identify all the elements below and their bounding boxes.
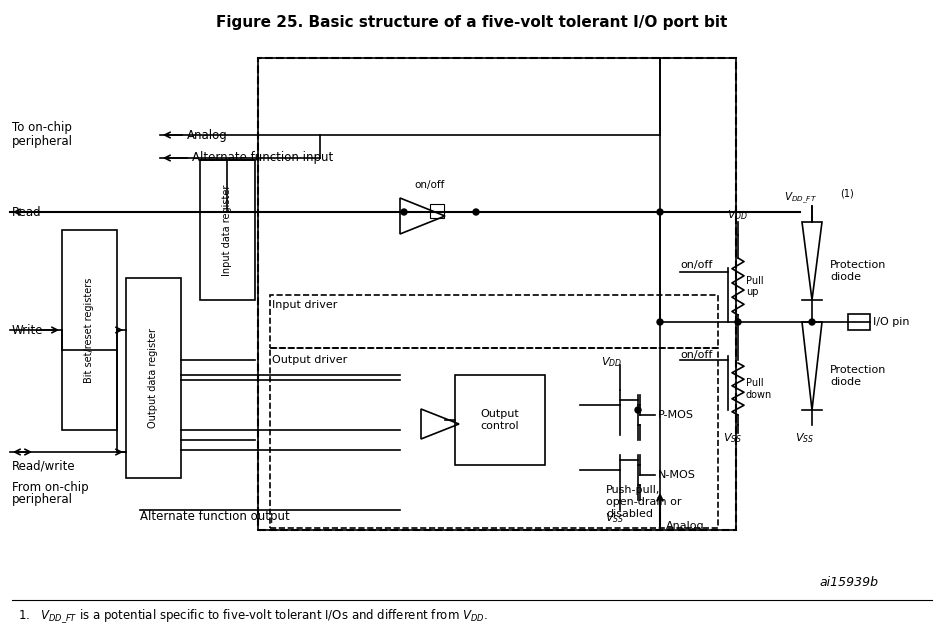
Bar xyxy=(258,58,736,530)
Bar xyxy=(200,160,255,300)
Bar xyxy=(848,314,870,330)
Text: Bit set/reset registers: Bit set/reset registers xyxy=(85,277,94,383)
Circle shape xyxy=(401,209,407,215)
Text: Protection: Protection xyxy=(830,260,886,270)
Text: Pull
up: Pull up xyxy=(746,275,764,297)
Text: $V_{SS}$: $V_{SS}$ xyxy=(605,511,625,525)
Text: Figure 25. Basic structure of a five-volt tolerant I/O port bit: Figure 25. Basic structure of a five-vol… xyxy=(216,15,728,29)
Circle shape xyxy=(657,209,663,215)
Text: $V_{DD\_FT}$: $V_{DD\_FT}$ xyxy=(784,190,817,205)
Text: on/off: on/off xyxy=(680,350,713,360)
Text: To on-chip: To on-chip xyxy=(12,121,72,134)
Text: peripheral: peripheral xyxy=(12,135,73,148)
Bar xyxy=(270,295,718,348)
Text: P-MOS: P-MOS xyxy=(658,410,694,420)
Bar xyxy=(62,230,117,430)
Text: $V_{DD}$: $V_{DD}$ xyxy=(601,355,623,369)
Text: Analog: Analog xyxy=(187,128,228,141)
Text: (1): (1) xyxy=(840,188,853,198)
Bar xyxy=(455,375,545,465)
Text: I/O pin: I/O pin xyxy=(873,317,909,327)
Text: peripheral: peripheral xyxy=(12,494,73,506)
Text: Write: Write xyxy=(12,324,43,336)
Text: Output
control: Output control xyxy=(480,409,519,431)
Text: Alternate function output: Alternate function output xyxy=(140,510,290,523)
Text: Protection: Protection xyxy=(830,365,886,375)
Text: $V_{SS}$: $V_{SS}$ xyxy=(723,431,743,445)
Text: diode: diode xyxy=(830,377,861,387)
Circle shape xyxy=(735,319,741,325)
Text: N-MOS: N-MOS xyxy=(658,470,696,480)
Circle shape xyxy=(635,407,641,413)
Circle shape xyxy=(809,319,815,325)
Text: Input data register: Input data register xyxy=(223,184,232,275)
Text: From on-chip: From on-chip xyxy=(12,481,89,494)
Bar xyxy=(430,204,444,218)
Text: Output driver: Output driver xyxy=(272,355,347,365)
Circle shape xyxy=(657,319,663,325)
Text: ai15939b: ai15939b xyxy=(819,576,878,590)
Text: diode: diode xyxy=(830,272,861,282)
Text: Pull
down: Pull down xyxy=(746,378,772,400)
Text: Analog: Analog xyxy=(666,521,704,531)
Text: open-drain or: open-drain or xyxy=(606,497,682,507)
Text: Read: Read xyxy=(12,205,42,219)
Bar xyxy=(270,348,718,528)
Text: on/off: on/off xyxy=(680,260,713,270)
Bar xyxy=(126,278,181,478)
Text: 1.   $V_{DD\_FT}$ is a potential specific to five-volt tolerant I/Os and differe: 1. $V_{DD\_FT}$ is a potential specific … xyxy=(18,607,488,625)
Circle shape xyxy=(473,209,479,215)
Text: on/off: on/off xyxy=(414,180,446,190)
Text: Alternate function input: Alternate function input xyxy=(192,151,333,165)
Text: $V_{SS}$: $V_{SS}$ xyxy=(796,431,815,445)
Text: Read/write: Read/write xyxy=(12,459,76,473)
Text: $V_{DD}$: $V_{DD}$ xyxy=(728,208,749,222)
Text: Input driver: Input driver xyxy=(272,300,337,310)
Text: disabled: disabled xyxy=(606,509,653,519)
Text: Push-pull,: Push-pull, xyxy=(606,485,661,495)
Text: Output data register: Output data register xyxy=(148,328,159,428)
